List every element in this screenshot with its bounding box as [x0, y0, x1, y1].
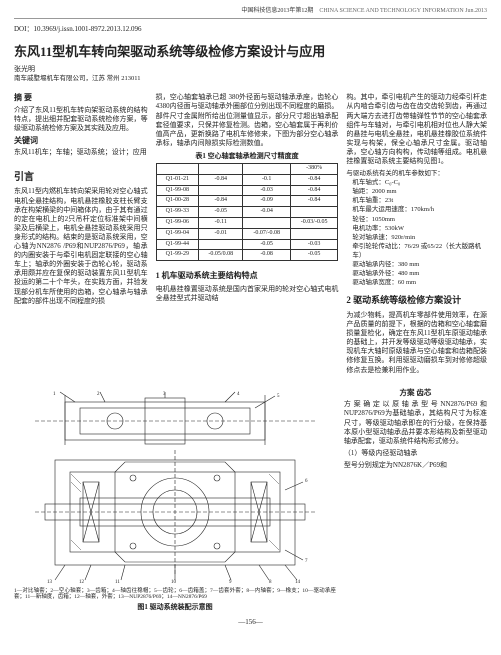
th-1	[199, 163, 243, 174]
table-cell	[290, 228, 337, 239]
table-cell: -0.84	[290, 185, 337, 196]
sec2-body1: 为减少物耗，提高机车零部件使用效率，在源产品质量的前提下，根据的齿箱和空心轴套磨…	[346, 311, 487, 375]
table-row: Q1-99-06-0.11 -0.03/-0.05	[156, 217, 338, 228]
table-cell: -0.08	[243, 250, 290, 261]
affiliation: 南车戚墅堰机车有限公司，江苏 常州 213011	[14, 75, 487, 83]
table-cell: -0.05/0.08	[199, 250, 243, 261]
param-item: 机车轴式：C₀-C₀	[346, 178, 487, 187]
table-caption: 表1 空心轴套轴承检测尺寸精度度	[156, 152, 339, 161]
table-row: Q1-99-04-0.01-0.07/-0.08	[156, 228, 338, 239]
table-cell: -0.03	[243, 185, 290, 196]
doi: DOI：10.3969/j.issn.1001-8972.2013.12.096	[14, 25, 487, 34]
sec1-body: 电机悬挂橡置驱动系统是国内首家采用的轮对空心轴式电机全悬挂型式并驱动结	[156, 285, 339, 303]
journal-header: 中国科技信息2013年第12期 CHINA SCIENCE AND TECHNO…	[14, 8, 487, 19]
table-cell	[199, 185, 243, 196]
params-intro: 与驱动系统有关的机车参数如下：	[346, 169, 487, 178]
sec2-body2: 方案确定以原轴承型号NN2876/P69和NUP2876/P69为基础轴承，其结…	[344, 400, 487, 445]
page-number: —156—	[14, 618, 487, 627]
table-cell: -0.09	[243, 196, 290, 207]
table-row: Q1-01-21-0.84-0.1-0.84	[156, 174, 338, 185]
table-cell: Q1-01-21	[156, 174, 198, 185]
table-cell: -0.84	[199, 196, 243, 207]
param-item: 驱动轴承内径：380 mm	[346, 260, 487, 269]
param-item: 电机功率：530kW	[346, 224, 487, 233]
table-row: Q1-99-08 -0.03-0.84	[156, 185, 338, 196]
table-cell: -0.11	[199, 217, 243, 228]
table-row: Q1-00-28-0.84-0.09-0.84	[156, 196, 338, 207]
column-2: 损，空心轴套轴承已超 380外径面与驱动轴承承座，齿轮心4380内径面与驱动轴承…	[156, 93, 339, 377]
table-row: Q1-99-44 -0.05-0.03	[156, 239, 338, 250]
sec1-head: 1 机车驱动系统主要结构特点	[156, 271, 339, 281]
svg-text:10: 10	[171, 580, 177, 585]
column-3: 构。其中，牵引电机产生的驱动力经牵引杆走从内啮合牵引齿与齿在齿交齿轮到齿，再通过…	[346, 93, 487, 377]
svg-text:13: 13	[47, 580, 53, 585]
table-cell: Q1-99-33	[156, 207, 198, 218]
table-cell: -0.03/-0.05	[290, 217, 337, 228]
table-cell: -0.07/-0.08	[243, 228, 290, 239]
table-cell: -0.84	[290, 196, 337, 207]
table-cell	[290, 207, 337, 218]
table-cell: Q1-99-29	[156, 250, 198, 261]
abstract-head: 摘 要	[14, 93, 148, 103]
table-cell: -0.05	[243, 239, 290, 250]
param-item: 轴距：2000 mm	[346, 187, 487, 196]
article-title: 东风11型机车转向架驱动系统等级检修方案设计与应用	[14, 44, 487, 61]
sec2-sub: 方案 齿芯	[344, 388, 487, 398]
table-cell: Q1-99-08	[156, 185, 198, 196]
svg-text:12: 12	[79, 580, 85, 585]
table-cell: -0.01	[199, 228, 243, 239]
sec2-item: （1）等级内径驱动轴承	[344, 449, 487, 458]
svg-text:14: 14	[295, 580, 301, 585]
param-item: 牵引轮轮传动比：76/29 或65/22（长大版路机车）	[346, 242, 487, 260]
table-cell: -0.04	[243, 207, 290, 218]
figure-notes: 1—对比轴套；2—空心轴套；3—齿箱；4—轴齿往稳帽；5—齿轮；6—齿箱盖；7—…	[14, 588, 336, 601]
column-3-lower: 方案 齿芯 方案确定以原轴承型号NN2876/P69和NUP2876/P69为基…	[344, 382, 487, 612]
sec2-head: 2 驱动系统等级检修方案设计	[346, 295, 487, 307]
table-cell: Q1-00-28	[156, 196, 198, 207]
table-cell: Q1-99-44	[156, 239, 198, 250]
journal-cn: 中国科技信息2013年第12期	[241, 8, 313, 14]
table-cell: -0.84	[199, 174, 243, 185]
table-row: Q1-99-33-0.05-0.04	[156, 207, 338, 218]
column-1: 摘 要 介绍了东风11型机车转向架驱动系统的结构特点，提出细并配套驱动系统检修方…	[14, 93, 148, 377]
svg-text:11: 11	[115, 580, 120, 585]
param-item: 驱动轴承外径：480 mm	[346, 269, 487, 278]
keywords: 东风11机车；车轴；驱动系统；设计；应用	[14, 148, 148, 157]
param-item: 驱动轴承宽度：60 mm	[346, 278, 487, 287]
param-item: 轮径：1050mm	[346, 215, 487, 224]
figure-region: 1 2 3 4 5	[14, 382, 336, 612]
param-item: 轮对轴承速：920r/min	[346, 233, 487, 242]
table-cell: -0.05	[290, 250, 337, 261]
intro-body: 东风11型内燃机车转向架采用轮对空心轴式电机全悬挂结构，电机悬挂橡胶支柱长臂支承…	[14, 187, 148, 305]
table-cell	[243, 217, 290, 228]
intro-head: 引言	[14, 171, 148, 184]
table-cell: Q1-99-04	[156, 228, 198, 239]
param-item: 机车最大运用速度：170km/h	[346, 205, 487, 214]
th-2	[243, 163, 290, 174]
table-cell: -0.05	[199, 207, 243, 218]
th-0	[156, 163, 198, 174]
assembly-diagram: 1 2 3 4 5	[25, 390, 325, 585]
table-cell	[199, 239, 243, 250]
abstract-body: 介绍了东风11型机车转向架驱动系统的结构特点，提出细并配套驱动系统检修方案，等级…	[14, 106, 148, 133]
author: 张光明	[14, 65, 487, 74]
table-cell: -0.1	[243, 174, 290, 185]
col3-top-para: 构。其中，牵引电机产生的驱动力经牵引杆走从内啮合牵引齿与齿在齿交齿轮到齿，再通过…	[346, 93, 487, 166]
data-table: -380% Q1-01-21-0.84-0.1-0.84Q1-99-08-0.0…	[156, 163, 339, 261]
col2-top-para: 损，空心轴套轴承已超 380外径面与驱动轴承承座，齿轮心4380内径面与驱动轴承…	[156, 93, 339, 148]
table-row: Q1-99-29-0.05/0.08-0.08-0.05	[156, 250, 338, 261]
param-item: 机车轴重：23t	[346, 196, 487, 205]
keywords-head: 关键词	[14, 136, 148, 146]
params-block: 与驱动系统有关的机车参数如下： 机车轴式：C₀-C₀ 轴距：2000 mm 机车…	[346, 169, 487, 287]
table-cell: -0.03	[290, 239, 337, 250]
table-cell: -0.84	[290, 174, 337, 185]
th-3: -380%	[290, 163, 337, 174]
table-cell: Q1-99-06	[156, 217, 198, 228]
journal-en: CHINA SCIENCE AND TECHNOLOGY INFORMATION…	[319, 8, 487, 14]
sec2-last: 型号分别规定为NN2876K／P69和	[344, 461, 487, 470]
figure-caption: 图1 驱动系统装配示意图	[14, 603, 336, 612]
